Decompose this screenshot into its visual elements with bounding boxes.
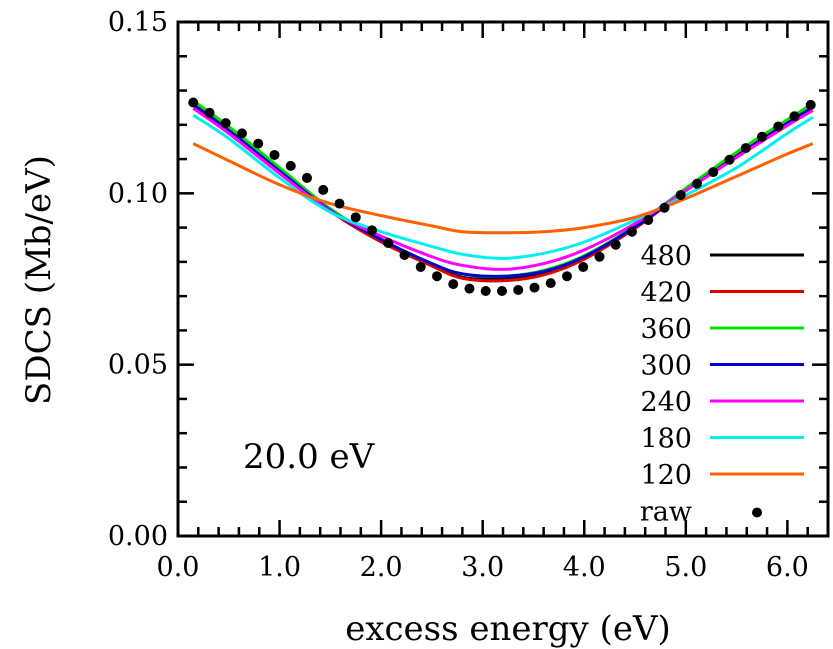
data-point-raw bbox=[740, 143, 751, 154]
data-point-raw bbox=[253, 138, 264, 149]
data-point-raw bbox=[269, 149, 280, 160]
series-line-240 bbox=[192, 107, 814, 271]
y-tick-label: 0.15 bbox=[108, 7, 168, 38]
data-point-raw bbox=[610, 239, 621, 250]
data-point-raw bbox=[789, 111, 800, 122]
data-point-raw bbox=[659, 202, 670, 213]
legend-label-420: 420 bbox=[640, 278, 692, 309]
plot-frame bbox=[176, 20, 830, 538]
data-point-raw bbox=[301, 172, 312, 183]
data-point-raw bbox=[399, 250, 410, 261]
legend-label-120: 120 bbox=[640, 460, 692, 491]
energy-annotation: 20.0 eV bbox=[243, 437, 376, 477]
data-point-raw bbox=[383, 238, 394, 249]
series-layer bbox=[188, 97, 816, 296]
data-point-raw bbox=[724, 154, 735, 165]
data-point-raw bbox=[204, 107, 215, 118]
data-point-raw bbox=[756, 131, 767, 142]
legend-label-480: 480 bbox=[640, 241, 692, 272]
x-tick-label: 0.0 bbox=[157, 552, 200, 583]
data-point-raw bbox=[480, 285, 491, 296]
data-point-raw bbox=[188, 97, 199, 108]
legend-label-360: 360 bbox=[640, 314, 692, 345]
y-tick-labels: 0.00 0.05 0.10 0.15 bbox=[108, 7, 168, 552]
data-point-raw bbox=[691, 178, 702, 189]
data-point-raw bbox=[561, 271, 572, 282]
data-point-raw bbox=[350, 212, 361, 223]
x-tick-label: 3.0 bbox=[461, 552, 504, 583]
data-point-raw bbox=[594, 251, 605, 262]
series-line-120 bbox=[192, 142, 814, 235]
data-point-raw bbox=[675, 190, 686, 201]
legend-swatch-raw bbox=[752, 507, 762, 518]
x-tick-labels: 0.0 1.0 2.0 3.0 4.0 5.0 6.0 bbox=[157, 552, 809, 583]
data-point-raw bbox=[626, 226, 637, 237]
legend-label-240: 240 bbox=[640, 387, 692, 418]
legend-label-raw: raw bbox=[640, 497, 692, 528]
data-point-raw bbox=[643, 215, 654, 226]
x-tick-label: 1.0 bbox=[258, 552, 301, 583]
series-line-180 bbox=[192, 113, 814, 260]
x-tick-label: 2.0 bbox=[360, 552, 403, 583]
data-point-raw bbox=[773, 121, 784, 132]
data-point-raw bbox=[366, 225, 377, 236]
data-point-raw bbox=[496, 285, 507, 296]
y-tick-label: 0.10 bbox=[108, 178, 168, 209]
data-point-raw bbox=[708, 167, 719, 178]
data-point-raw bbox=[415, 262, 426, 273]
y-tick-label: 0.00 bbox=[108, 521, 168, 552]
y-axis-title: SDCS (Mb/eV) bbox=[19, 155, 59, 405]
data-point-raw bbox=[334, 198, 345, 209]
legend-label-300: 300 bbox=[640, 351, 692, 382]
data-point-raw bbox=[220, 118, 231, 129]
data-point-raw bbox=[285, 160, 296, 171]
data-point-raw bbox=[578, 262, 589, 273]
legend-label-180: 180 bbox=[640, 424, 692, 455]
data-point-raw bbox=[545, 278, 556, 289]
data-point-raw bbox=[431, 271, 442, 282]
x-tick-label: 5.0 bbox=[664, 552, 707, 583]
data-point-raw bbox=[448, 279, 459, 290]
x-axis-title: excess energy (eV) bbox=[345, 609, 671, 649]
data-point-raw bbox=[464, 283, 475, 294]
legend: 480 420 360 300 240 180 120 raw bbox=[640, 241, 804, 528]
data-point-raw bbox=[318, 184, 329, 195]
data-point-raw bbox=[236, 128, 247, 139]
x-tick-label: 4.0 bbox=[563, 552, 606, 583]
data-point-raw bbox=[513, 284, 524, 295]
data-point-raw bbox=[805, 99, 816, 110]
x-tick-label: 6.0 bbox=[766, 552, 809, 583]
data-point-raw bbox=[529, 282, 540, 293]
y-tick-label: 0.05 bbox=[108, 350, 168, 381]
